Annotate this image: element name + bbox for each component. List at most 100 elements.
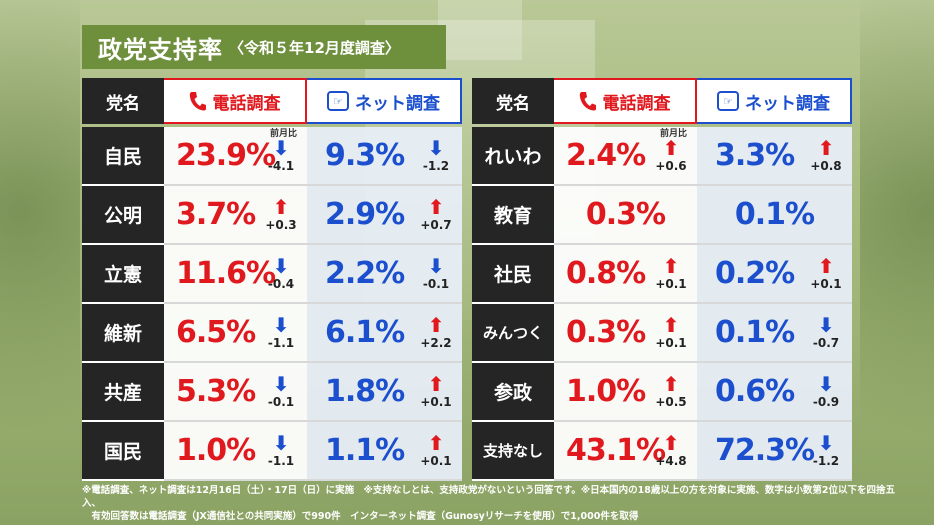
party-name: 国民 — [82, 422, 164, 481]
phone-percentage: 5.3% — [176, 374, 256, 409]
header-net: ☞ ネット調査 — [307, 78, 462, 124]
party-name: 社民 — [472, 245, 554, 304]
net-delta: +0.8 — [810, 159, 842, 173]
header-party: 党名 — [82, 78, 164, 124]
phone-delta: -1.1 — [267, 454, 295, 468]
phone-value-cell: 11.6% ⬇ -0.4 — [164, 245, 307, 304]
phone-value-cell: 0.3% — [554, 186, 697, 245]
net-delta: +0.1 — [810, 277, 842, 291]
header-net: ☞ ネット調査 — [697, 78, 852, 124]
background-tower — [438, 0, 522, 60]
phone-delta: +0.3 — [265, 218, 297, 232]
phone-change: ⬇ -4.1 — [263, 137, 299, 173]
header-party: 党名 — [472, 78, 554, 124]
header-party-label: 党名 — [496, 93, 530, 114]
phone-change: ⬇ -1.1 — [263, 314, 299, 350]
net-percentage: 0.2% — [715, 256, 795, 291]
table-row: 維新 6.5% ⬇ -1.1 6.1% ⬆ +2.2 — [82, 304, 462, 363]
party-name: 支持なし — [472, 422, 554, 481]
down-arrow-icon: ⬇ — [272, 254, 290, 278]
phone-value-cell: 0.8% ⬆ +0.1 — [554, 245, 697, 304]
up-arrow-icon: ⬆ — [662, 431, 680, 455]
phone-value-cell: 43.1% ⬆ +4.8 — [554, 422, 697, 481]
phone-icon — [189, 91, 207, 111]
phone-percentage: 3.7% — [176, 197, 256, 232]
net-percentage: 2.9% — [325, 197, 405, 232]
net-delta: +0.1 — [420, 454, 452, 468]
net-percentage: 1.1% — [325, 433, 405, 468]
up-arrow-icon: ⬆ — [817, 136, 835, 160]
down-arrow-icon: ⬇ — [817, 431, 835, 455]
header-net-label: ネット調査 — [745, 93, 830, 114]
net-value-cell: 0.1% ⬇ -0.7 — [697, 304, 852, 363]
table-row: れいわ 2.4% ⬆ +0.6 前月比 3.3% ⬆ +0.8 — [472, 127, 852, 186]
down-arrow-icon: ⬇ — [427, 254, 445, 278]
page-subtitle: 〈令和５年12月度調査〉 — [229, 38, 400, 57]
phone-value-cell: 0.3% ⬆ +0.1 — [554, 304, 697, 363]
phone-value-cell: 1.0% ⬇ -1.1 — [164, 422, 307, 481]
phone-value-cell: 1.0% ⬆ +0.5 — [554, 363, 697, 422]
footnote-line: ※電話調査、ネット調査は12月16日（土）・17日（日）に実施 ※支持なしとは、… — [82, 485, 896, 509]
footnote-line: 有効回答数は電話調査（JX通信社との共同実施）で990件 インターネット調査（G… — [82, 511, 639, 522]
party-name: みんつく — [472, 304, 554, 363]
net-percentage: 3.3% — [715, 138, 795, 173]
phone-percentage: 1.0% — [566, 374, 646, 409]
up-arrow-icon: ⬆ — [427, 431, 445, 455]
phone-change: ⬇ -1.1 — [263, 432, 299, 468]
phone-percentage: 43.1% — [566, 433, 666, 468]
title-box: 政党支持率 〈令和５年12月度調査〉 — [82, 25, 446, 69]
phone-value-cell: 5.3% ⬇ -0.1 — [164, 363, 307, 422]
phone-percentage: 6.5% — [176, 315, 256, 350]
net-value-cell: 0.1% — [697, 186, 852, 245]
net-change: ⬆ +0.1 — [808, 255, 844, 291]
header-net-label: ネット調査 — [355, 93, 440, 114]
up-arrow-icon: ⬆ — [662, 136, 680, 160]
net-value-cell: 1.8% ⬆ +0.1 — [307, 363, 462, 422]
phone-change: ⬆ +0.1 — [653, 314, 689, 350]
phone-change: ⬆ +0.5 — [653, 373, 689, 409]
phone-icon — [579, 91, 597, 111]
smartphone-icon: ☞ — [717, 91, 739, 111]
phone-value-cell: 23.9% ⬇ -4.1 前月比 — [164, 127, 307, 186]
phone-value-cell: 2.4% ⬆ +0.6 前月比 — [554, 127, 697, 186]
smartphone-icon-box: ☞ — [327, 91, 349, 111]
table-header: 党名 電話調査 ☞ ネット調査 — [472, 78, 852, 124]
net-change: ⬆ +0.1 — [418, 432, 454, 468]
table-rows: れいわ 2.4% ⬆ +0.6 前月比 3.3% ⬆ +0.8 教育 0.3% 0.1% 社民 0.8%… — [472, 127, 852, 481]
net-value-cell: 0.2% ⬆ +0.1 — [697, 245, 852, 304]
up-arrow-icon: ⬆ — [817, 254, 835, 278]
party-name: 参政 — [472, 363, 554, 422]
header-phone: 電話調査 — [164, 78, 307, 124]
phone-delta: +0.1 — [655, 336, 687, 350]
down-arrow-icon: ⬇ — [272, 372, 290, 396]
table-row: 教育 0.3% 0.1% — [472, 186, 852, 245]
net-change: ⬇ -1.2 — [418, 137, 454, 173]
net-delta: -0.7 — [812, 336, 840, 350]
party-name: 教育 — [472, 186, 554, 245]
phone-delta: +4.8 — [655, 454, 687, 468]
net-change: ⬇ -0.9 — [808, 373, 844, 409]
phone-delta: -4.1 — [267, 159, 295, 173]
net-delta: -1.2 — [812, 454, 840, 468]
phone-delta: +0.6 — [655, 159, 687, 173]
header-phone: 電話調査 — [554, 78, 697, 124]
net-value-cell: 2.9% ⬆ +0.7 — [307, 186, 462, 245]
phone-percentage: 2.4% — [566, 138, 646, 173]
phone-delta: -0.4 — [267, 277, 295, 291]
phone-change: ⬆ +4.8 — [653, 432, 689, 468]
net-change: ⬇ -0.1 — [418, 255, 454, 291]
net-delta: -1.2 — [422, 159, 450, 173]
down-arrow-icon: ⬇ — [427, 136, 445, 160]
net-delta: +0.7 — [420, 218, 452, 232]
previous-month-label: 前月比 — [659, 129, 687, 139]
phone-percentage: 0.3% — [585, 197, 666, 232]
net-value-cell: 6.1% ⬆ +2.2 — [307, 304, 462, 363]
party-name: 立憲 — [82, 245, 164, 304]
background-trees-left — [0, 0, 80, 525]
header-party-label: 党名 — [106, 93, 140, 114]
table-header: 党名 電話調査 ☞ ネット調査 — [82, 78, 462, 124]
net-change: ⬆ +0.1 — [418, 373, 454, 409]
net-delta: -0.1 — [422, 277, 450, 291]
phone-percentage: 0.8% — [566, 256, 646, 291]
